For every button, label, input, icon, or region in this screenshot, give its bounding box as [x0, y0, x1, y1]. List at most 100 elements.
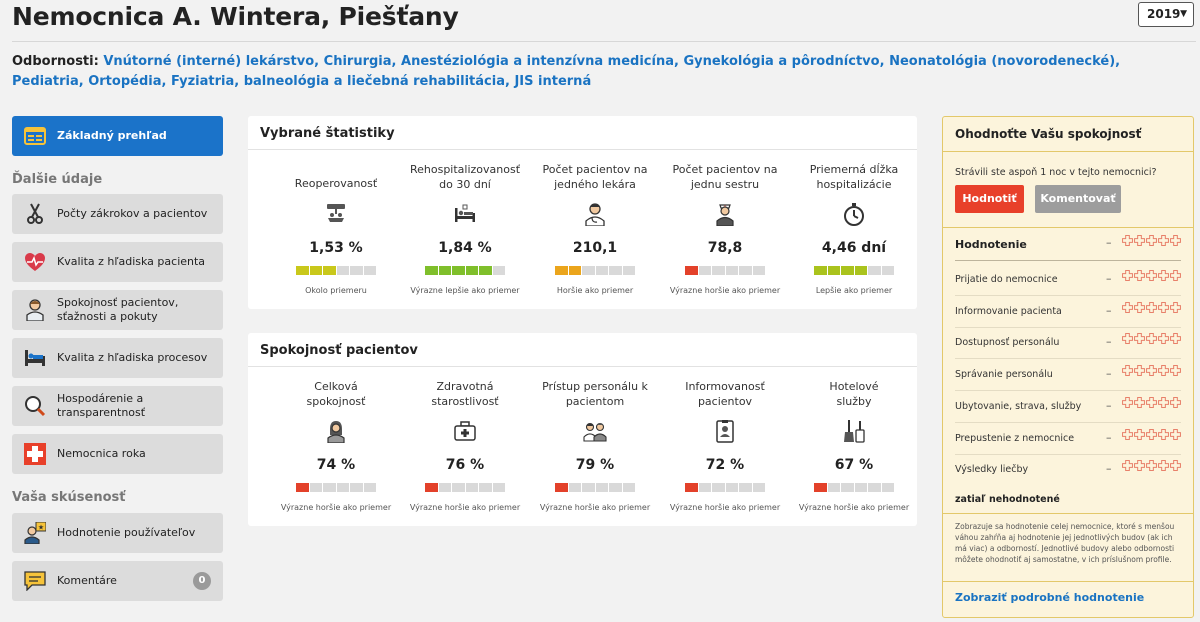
rating-cross-icon[interactable]	[1158, 365, 1169, 377]
rating-row-value: –	[1106, 272, 1112, 285]
detailed-rating-link[interactable]: Zobraziť podrobné hodnotenie	[955, 591, 1145, 604]
specialty-link[interactable]: Pediatria	[12, 74, 79, 89]
bar-segment	[452, 266, 465, 275]
specialty-link[interactable]: Neonatológia (novorodenecké)	[889, 54, 1116, 69]
rating-cross-icon[interactable]	[1146, 428, 1157, 440]
specialty-link[interactable]: Gynekológia a pôrodníctvo	[683, 54, 880, 69]
bar-segment	[582, 266, 595, 275]
specialty-link[interactable]: Ortopédia	[88, 74, 162, 89]
rating-row-label: Prijatie do nemocnice	[955, 274, 1058, 285]
bar-segment	[827, 266, 840, 275]
rating-cross-icon[interactable]	[1134, 428, 1145, 440]
year-select[interactable]: 2019 ▼	[1138, 2, 1194, 27]
rating-cross-icon[interactable]	[1146, 460, 1157, 472]
comment-button[interactable]: Komentovať	[1035, 185, 1121, 213]
specialty-separator: ,	[1115, 54, 1121, 69]
rating-cross-icon[interactable]	[1134, 460, 1145, 472]
patient-icon	[324, 419, 348, 444]
rating-cross-icon[interactable]	[1122, 270, 1133, 281]
rating-cross-icon[interactable]	[1122, 301, 1133, 313]
specialty-link[interactable]: Anestéziológia a intenzívna medicína	[401, 54, 674, 69]
svg-text:★: ★	[38, 524, 44, 532]
rating-cross-icon[interactable]	[1134, 396, 1145, 408]
sidebar-item-process-quality[interactable]: Kvalita z hľadiska procesov	[12, 338, 223, 378]
sidebar-item-label: Kvalita z hľadiska pacienta	[57, 255, 206, 268]
bar-segment	[595, 483, 608, 492]
rating-cross-icon[interactable]	[1170, 428, 1181, 440]
rating-row: Prijatie do nemocnice –	[955, 265, 1181, 296]
bar-segment	[309, 483, 322, 492]
rating-cross-icon[interactable]	[1170, 396, 1181, 408]
rating-cross-icon[interactable]	[1158, 460, 1169, 472]
specialty-link[interactable]: Vnútorné (interné) lekárstvo	[103, 54, 315, 69]
stat-verdict: Výrazne lepšie ako priemer	[410, 286, 520, 295]
bar-segment	[582, 483, 595, 492]
bar-segment	[336, 483, 349, 492]
rating-row: Správanie personálu –	[955, 360, 1181, 392]
bar-segment	[425, 483, 438, 492]
rating-stars	[1122, 301, 1181, 313]
bar-segment	[492, 266, 505, 275]
rating-cross-icon[interactable]	[1122, 365, 1133, 377]
rating-cross-icon[interactable]	[1158, 428, 1169, 440]
rating-cross-icon[interactable]	[1170, 460, 1181, 472]
rating-panel: Ohodnoťte Vašu spokojnosť Strávili ste a…	[942, 116, 1194, 618]
stat-rating-bar	[685, 483, 765, 492]
satisfaction-card: Spokojnosť pacientov Celková spokojnosť 74…	[248, 333, 917, 526]
rating-cross-icon[interactable]	[1158, 270, 1169, 281]
rating-divider	[943, 151, 1193, 152]
specialty-link[interactable]: JIS interná	[514, 74, 592, 89]
rating-cross-icon[interactable]	[1170, 301, 1181, 313]
rating-cross-icon[interactable]	[1134, 235, 1145, 246]
specialty-link[interactable]: Fyziatria, balneológia a liečebná rehabi…	[170, 74, 505, 89]
rating-cross-icon[interactable]	[1146, 396, 1157, 408]
rating-cross-icon[interactable]	[1170, 235, 1181, 246]
rating-cross-icon[interactable]	[1134, 301, 1145, 313]
rating-cross-icon[interactable]	[1146, 333, 1157, 345]
rating-cross-icon[interactable]	[1170, 365, 1181, 377]
bar-segment	[739, 266, 752, 275]
sidebar-item-comments[interactable]: Komentáre 0	[12, 561, 223, 601]
rating-cross-icon[interactable]	[1146, 235, 1157, 246]
sidebar-item-patient-quality[interactable]: Kvalita z hľadiska pacienta	[12, 242, 223, 282]
rating-cross-icon[interactable]	[1170, 333, 1181, 345]
bar-segment	[814, 266, 827, 275]
sidebar-item-procedures[interactable]: Počty zákrokov a pacientov	[12, 194, 223, 234]
stat-rating-bar	[296, 483, 376, 492]
rating-cross-icon[interactable]	[1122, 460, 1133, 472]
sidebar-item-overview[interactable]: Základný prehľad	[12, 116, 223, 156]
rating-cross-icon[interactable]	[1146, 270, 1157, 281]
rating-cross-icon[interactable]	[1158, 235, 1169, 246]
rate-button[interactable]: Hodnotiť	[955, 185, 1024, 213]
bar-segment	[568, 266, 581, 275]
rating-cross-icon[interactable]	[1146, 301, 1157, 313]
stat-label: Celková spokojnosť	[306, 380, 366, 408]
scissors-icon	[24, 203, 46, 225]
rating-cross-icon[interactable]	[1158, 396, 1169, 408]
rating-cross-icon[interactable]	[1122, 428, 1133, 440]
specialty-link[interactable]: Chirurgia	[323, 54, 392, 69]
stat-rating-bar	[425, 266, 505, 275]
sidebar-item-hospital-of-year[interactable]: Nemocnica roka	[12, 434, 223, 474]
sidebar-item-economy[interactable]: Hospodárenie a transparentnosť	[12, 386, 223, 426]
rating-cross-icon[interactable]	[1134, 270, 1145, 281]
rating-cross-icon[interactable]	[1146, 365, 1157, 377]
stat-verdict: Výrazne horšie ako priemer	[539, 503, 651, 512]
sidebar-item-user-ratings[interactable]: ★ Hodnotenie používateľov	[12, 513, 223, 553]
rating-cross-icon[interactable]	[1134, 365, 1145, 377]
rating-cross-icon[interactable]	[1158, 333, 1169, 345]
bar-segment	[465, 266, 478, 275]
rating-cross-icon[interactable]	[1170, 270, 1181, 281]
sidebar-item-satisfaction[interactable]: Spokojnosť pacientov, sťažnosti a pokuty	[12, 290, 223, 330]
bar-segment	[309, 266, 322, 275]
rating-cross-icon[interactable]	[1122, 333, 1133, 345]
bar-segment	[622, 266, 635, 275]
stat-value: 74 %	[316, 457, 356, 473]
rating-cross-icon[interactable]	[1122, 396, 1133, 408]
rating-cross-icon[interactable]	[1122, 235, 1133, 246]
stat-label: Informovanosť pacientov	[685, 380, 765, 408]
stat-value: 67 %	[834, 457, 874, 473]
stat-rating-bar	[296, 266, 376, 275]
rating-cross-icon[interactable]	[1158, 301, 1169, 313]
rating-cross-icon[interactable]	[1134, 333, 1145, 345]
